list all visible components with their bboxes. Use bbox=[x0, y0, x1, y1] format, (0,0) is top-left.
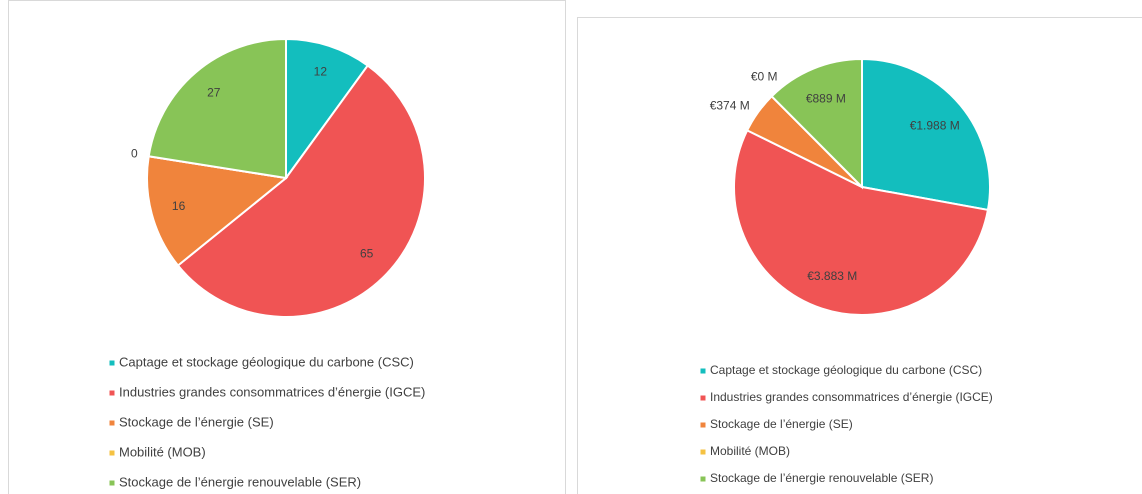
data-label: €1.988 M bbox=[910, 118, 960, 132]
data-label: €3.883 M bbox=[807, 269, 857, 283]
data-label: €889 M bbox=[806, 92, 846, 106]
legend-label: Industries grandes consommatrices d’éner… bbox=[710, 390, 993, 404]
pie-slice bbox=[147, 37, 287, 180]
legend-swatch bbox=[109, 360, 115, 366]
legend-swatch bbox=[109, 480, 115, 486]
legend-swatch bbox=[700, 449, 706, 455]
data-label: €0 M bbox=[751, 70, 778, 84]
legend-label: Stockage de l’énergie renouvelable (SER) bbox=[710, 471, 933, 485]
pie-slice bbox=[176, 64, 426, 318]
legend-swatch bbox=[700, 422, 706, 428]
legend-label: Stockage de l’énergie renouvelable (SER) bbox=[119, 474, 361, 489]
data-label: 0 bbox=[131, 147, 138, 161]
pie-slice bbox=[770, 57, 863, 190]
data-label: 27 bbox=[207, 86, 221, 100]
pie-slice bbox=[733, 129, 990, 316]
legend-swatch bbox=[109, 420, 115, 426]
pie-slice bbox=[146, 155, 289, 267]
legend-swatch bbox=[700, 368, 706, 374]
legend-label: Industries grandes consommatrices d’éner… bbox=[119, 384, 425, 399]
legend-label: Stockage de l’énergie (SE) bbox=[119, 414, 274, 429]
legend-label: Mobilité (MOB) bbox=[710, 444, 790, 458]
legend-label: Captage et stockage géologique du carbon… bbox=[710, 363, 982, 377]
legend-swatch bbox=[109, 450, 115, 456]
legend-label: Mobilité (MOB) bbox=[119, 444, 206, 459]
data-label: 12 bbox=[314, 64, 328, 78]
legend-label: Captage et stockage géologique du carbon… bbox=[119, 354, 414, 369]
data-label: €374 M bbox=[710, 98, 750, 112]
legend-swatch bbox=[109, 390, 115, 396]
data-label: 65 bbox=[360, 247, 374, 261]
data-label: 16 bbox=[172, 199, 186, 213]
pie-slice bbox=[285, 37, 370, 182]
legend-swatch bbox=[700, 476, 706, 482]
legend-label: Stockage de l’énergie (SE) bbox=[710, 417, 853, 431]
legend-swatch bbox=[700, 395, 706, 401]
pie-slice bbox=[861, 57, 991, 212]
